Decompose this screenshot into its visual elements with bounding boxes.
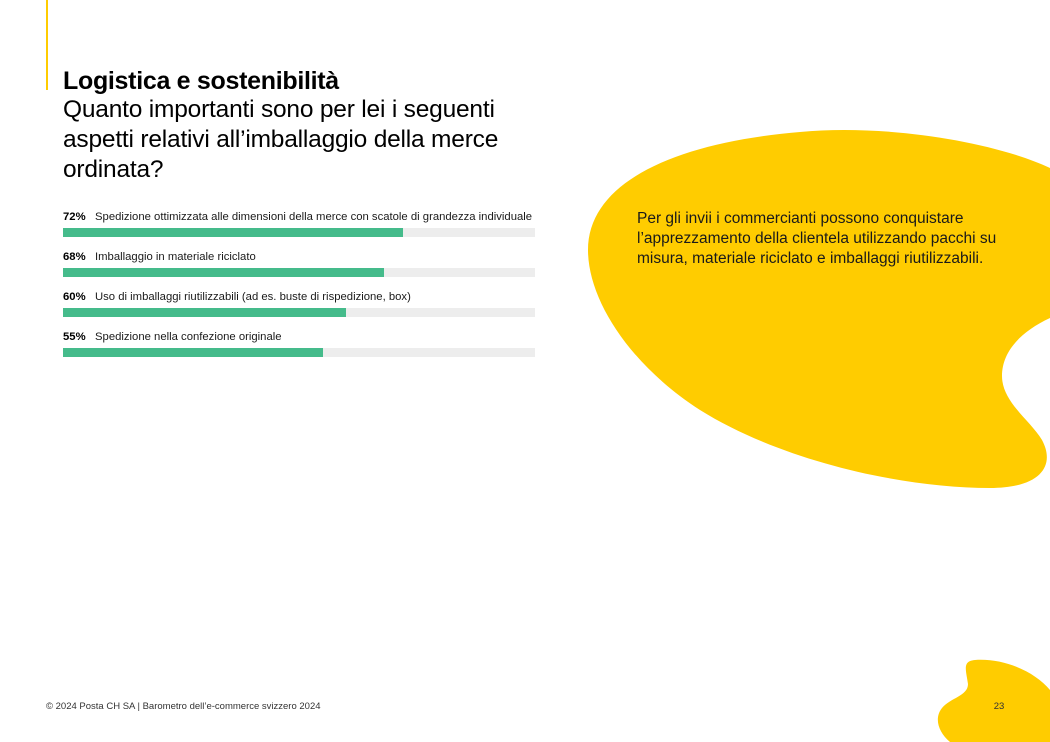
bar-percentage: 72% <box>63 211 86 223</box>
bar-category: Imballaggio in materiale riciclato <box>95 251 256 263</box>
bar-percentage: 68% <box>63 251 86 263</box>
bar-track <box>63 308 535 317</box>
page-title: Logistica e sostenibilità <box>63 67 339 95</box>
bar-fill <box>63 268 384 277</box>
bar-category: Spedizione ottimizzata alle dimensioni d… <box>95 211 533 223</box>
bar-fill <box>63 348 323 357</box>
bar-track <box>63 228 535 237</box>
accent-line <box>46 0 48 90</box>
yellow-callout-blob <box>588 129 1050 488</box>
bar-track <box>63 268 535 277</box>
bar-row: 68% Imballaggio in materiale riciclato <box>63 249 535 289</box>
bar-row: 72% Spedizione ottimizzata alle dimensio… <box>63 209 535 249</box>
page-subtitle: Quanto importanti sono per lei i seguent… <box>63 96 499 183</box>
callout-text: Per gli invii i commercianti possono con… <box>637 210 997 267</box>
bar-row: 55% Spedizione nella confezione original… <box>63 329 535 369</box>
bar-fill <box>63 228 403 237</box>
bar-category: Uso di imballaggi riutilizzabili (ad es.… <box>95 291 411 303</box>
bar-percentage: 55% <box>63 331 86 343</box>
bar-percentage: 60% <box>63 291 86 303</box>
bar-chart: 72% Spedizione ottimizzata alle dimensio… <box>63 209 535 369</box>
bar-category: Spedizione nella confezione originale <box>95 331 282 343</box>
bar-label: 55% Spedizione nella confezione original… <box>63 329 535 345</box>
bar-track <box>63 348 535 357</box>
footer-copyright: © 2024 Posta CH SA | Barometro dell’e-co… <box>46 701 321 712</box>
bar-row: 60% Uso di imballaggi riutilizzabili (ad… <box>63 289 535 329</box>
bar-label: 72% Spedizione ottimizzata alle dimensio… <box>63 209 535 225</box>
bar-label: 60% Uso di imballaggi riutilizzabili (ad… <box>63 289 535 305</box>
page-number: 23 <box>993 701 1005 712</box>
bar-label: 68% Imballaggio in materiale riciclato <box>63 249 535 265</box>
bar-fill <box>63 308 347 317</box>
